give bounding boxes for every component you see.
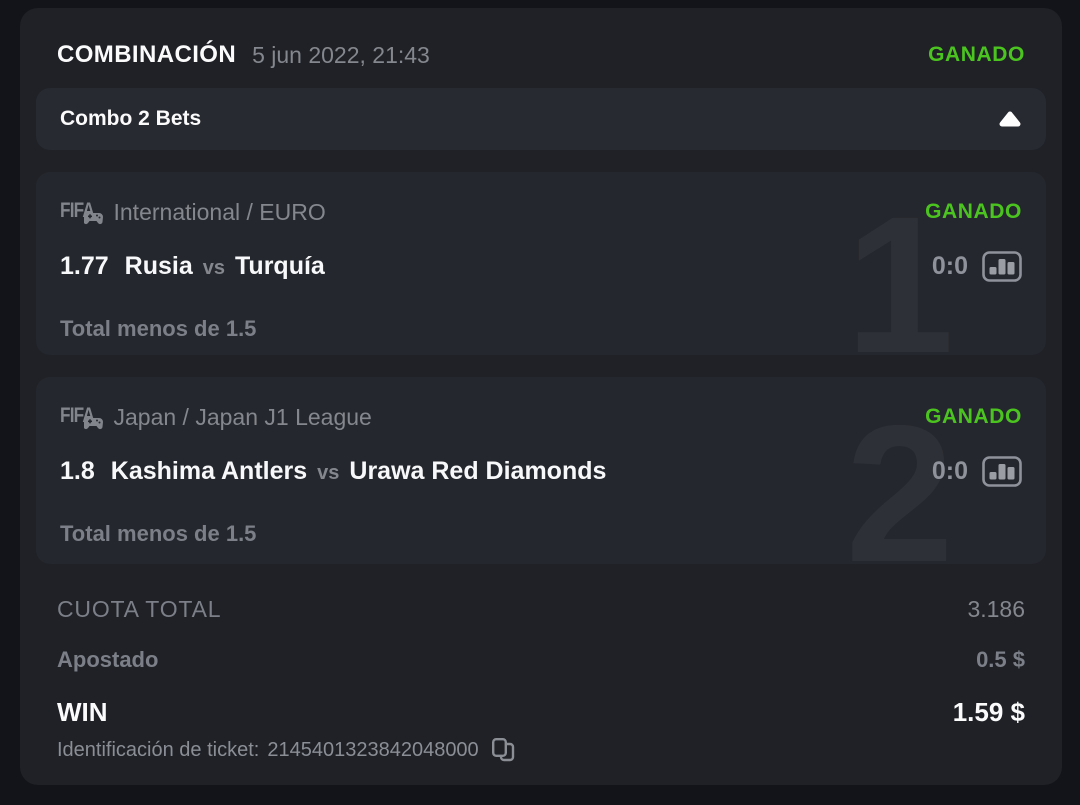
stake-label: Apostado	[57, 647, 159, 672]
home-team: Kashima Antlers	[110, 456, 308, 485]
ticket-status-badge: GANADO	[928, 43, 1025, 66]
bet-card-1: 1 FIFA International / EURO	[36, 172, 1046, 355]
match-score: 0:0	[931, 456, 968, 485]
win-value: 1.59 $	[952, 696, 1025, 727]
bet-market: Total menos de 1.5	[60, 521, 257, 546]
ticket-id-value: 2145401323842048000	[267, 738, 479, 761]
stake-value: 0.5 $	[976, 647, 1025, 672]
bet-status-badge: GANADO	[925, 405, 1022, 428]
bet-odds: 1.77	[60, 251, 109, 280]
stats-icon[interactable]	[982, 250, 1022, 282]
combo-label: Combo 2 Bets	[60, 107, 202, 130]
away-team: Turquía	[235, 251, 325, 280]
total-odds-label: CUOTA TOTAL	[57, 595, 222, 622]
ticket-summary: CUOTA TOTAL 3.186 Apostado 0.5 $ WIN 1.5…	[36, 594, 1046, 766]
bet-status-badge: GANADO	[925, 200, 1022, 223]
total-odds-value: 3.186	[967, 595, 1025, 622]
ticket-header: COMBINACIÓN 5 jun 2022, 21:43 GANADO	[36, 32, 1046, 78]
bet-market: Total menos de 1.5	[60, 316, 257, 341]
fifa-gamepad-icon: FIFA	[60, 404, 103, 429]
match-title: 1.8 Kashima Antlers vs Urawa Red Diamonds	[60, 457, 606, 486]
match-title: 1.77 Rusia vs Turquía	[60, 252, 325, 281]
league-name: Japan / Japan J1 League	[113, 403, 372, 430]
stats-icon[interactable]	[982, 455, 1022, 487]
match-score: 0:0	[931, 251, 968, 280]
copy-icon[interactable]	[491, 737, 515, 764]
combo-collapse-bar[interactable]: Combo 2 Bets	[36, 88, 1046, 150]
win-label: WIN	[57, 696, 108, 727]
bet-datetime: 5 jun 2022, 21:43	[252, 41, 430, 68]
home-team: Rusia	[124, 251, 193, 280]
ticket-id-label: Identificación de ticket:	[57, 738, 260, 761]
bet-card-2: 2 FIFA Japan / Japan J1 Leagu	[36, 377, 1046, 564]
vs-label: vs	[202, 256, 226, 279]
collapse-up-icon[interactable]	[998, 111, 1022, 127]
vs-label: vs	[317, 461, 340, 484]
away-team: Urawa Red Diamonds	[349, 456, 607, 485]
fifa-gamepad-icon: FIFA	[60, 199, 103, 224]
bet-slip-panel: COMBINACIÓN 5 jun 2022, 21:43 GANADO Com…	[20, 8, 1062, 785]
league-name: International / EURO	[113, 198, 326, 225]
bet-type-title: COMBINACIÓN	[57, 41, 237, 68]
bet-odds: 1.8	[60, 456, 95, 485]
